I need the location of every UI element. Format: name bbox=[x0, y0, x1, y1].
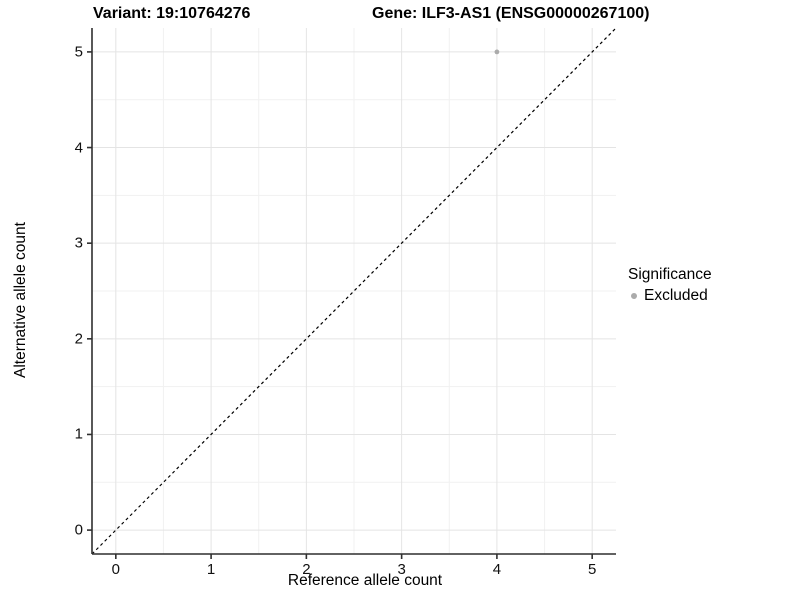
point-icon bbox=[631, 293, 637, 299]
y-tick-label: 1 bbox=[74, 425, 83, 443]
x-tick-label: 5 bbox=[588, 561, 597, 578]
y-axis-title: Alternative allele count bbox=[12, 222, 29, 378]
x-tick-label: 0 bbox=[111, 561, 120, 578]
y-tick-label: 4 bbox=[74, 139, 83, 157]
y-tick-label: 0 bbox=[74, 521, 83, 539]
identity-reference-line bbox=[91, 27, 617, 555]
x-tick-label: 1 bbox=[206, 561, 216, 578]
legend-title: Significance bbox=[628, 266, 712, 283]
y-tick-label: 2 bbox=[74, 330, 83, 348]
y-tick-label: 3 bbox=[74, 234, 83, 252]
x-tick-label: 3 bbox=[397, 561, 406, 578]
legend-entry-label: Excluded bbox=[644, 287, 708, 304]
legend: Significance Excluded bbox=[628, 266, 712, 305]
data-point bbox=[494, 49, 500, 55]
x-axis-title: Reference allele count bbox=[287, 572, 443, 589]
x-tick-label: 2 bbox=[302, 561, 311, 578]
x-tick-label: 4 bbox=[492, 561, 502, 578]
plot-title-variant: Variant: 19:10764276 bbox=[93, 5, 251, 22]
y-tick-label: 5 bbox=[74, 43, 83, 61]
plot-title-gene: Gene: ILF3-AS1 (ENSG00000267100) bbox=[372, 5, 650, 22]
legend-entry-excluded: Excluded bbox=[628, 287, 712, 305]
